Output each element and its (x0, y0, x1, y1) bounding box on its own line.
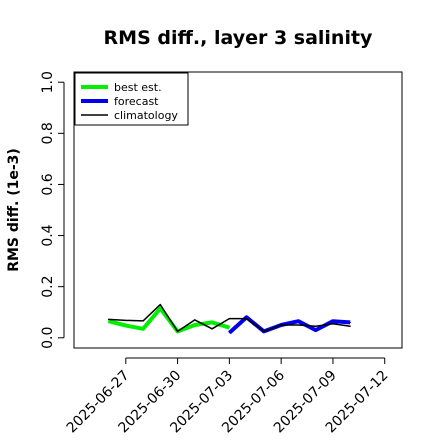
plot-frame (73, 71, 403, 349)
series-line-1 (228, 315, 351, 335)
data-point (297, 320, 300, 322)
plot-series (107, 303, 351, 335)
data-point (228, 332, 230, 334)
data-point (332, 320, 334, 322)
y-tick-label: 0.2 (40, 276, 56, 298)
y-tick-label: 0.8 (40, 122, 56, 144)
data-point (297, 324, 300, 326)
data-point (142, 320, 144, 322)
data-point (349, 325, 351, 327)
data-point (246, 316, 248, 318)
data-point (349, 321, 351, 324)
data-point (332, 323, 334, 325)
y-axis: 0.0 0.2 0.4 0.6 0.8 1.0 (40, 71, 65, 349)
legend-label: climatology (114, 109, 178, 122)
data-point (176, 330, 179, 332)
data-point (194, 324, 196, 326)
data-point (142, 328, 144, 330)
data-point (125, 319, 127, 321)
data-point (315, 325, 317, 327)
data-point (228, 326, 230, 329)
x-axis: 2025-06-272025-06-302025-07-032025-07-06… (64, 357, 392, 436)
y-tick-label: 0.4 (40, 224, 56, 246)
y-tick-label: 1.0 (40, 71, 56, 93)
data-point (228, 318, 230, 320)
y-tick-label: 0.6 (40, 173, 56, 195)
legend-label: best est. (114, 81, 162, 94)
data-point (280, 324, 282, 326)
data-point (263, 330, 265, 332)
data-point (159, 303, 161, 306)
y-axis-label: RMS diff. (1e-3) (6, 148, 22, 272)
data-point (315, 329, 317, 331)
data-point (107, 318, 110, 320)
legend-label: forecast (114, 95, 159, 108)
data-point (107, 320, 110, 322)
data-point (211, 328, 213, 330)
series-line-0 (108, 306, 230, 334)
y-tick-label: 0.0 (40, 327, 56, 349)
data-point (246, 318, 248, 320)
data-point (211, 321, 213, 324)
data-point (159, 307, 161, 309)
data-point (194, 319, 196, 321)
data-point (125, 324, 127, 327)
chart-title: RMS diff., layer 3 salinity (104, 27, 374, 49)
